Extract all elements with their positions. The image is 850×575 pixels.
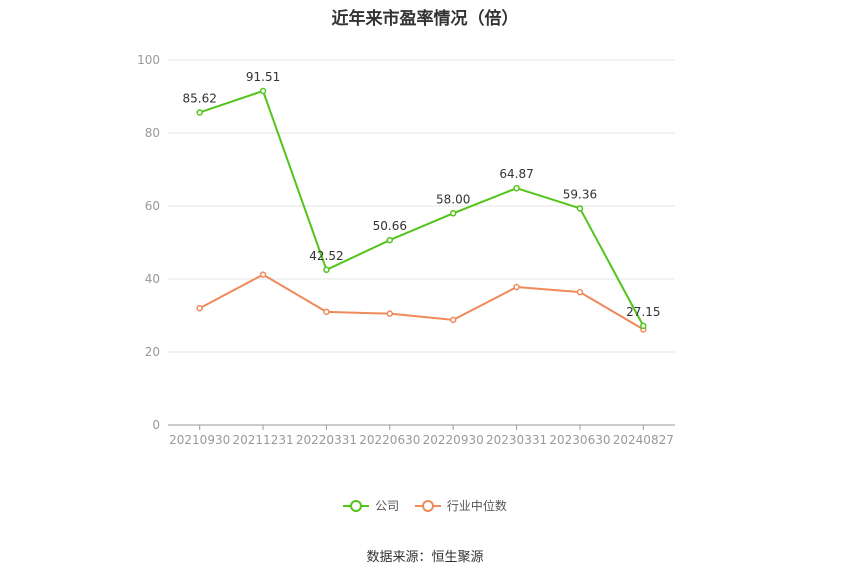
y-tick-label: 20 xyxy=(145,345,160,359)
data-point-industry-median xyxy=(449,316,457,324)
y-tick-label: 40 xyxy=(145,272,160,286)
data-point-industry-median xyxy=(386,310,394,317)
data-label-company: 85.62 xyxy=(183,91,217,105)
data-point-industry-median xyxy=(513,283,520,291)
legend-item-company[interactable]: 公司 xyxy=(343,497,399,514)
y-tick-label: 0 xyxy=(152,418,160,432)
data-point-company xyxy=(513,184,520,192)
series-line-company xyxy=(199,89,645,327)
data-point-industry-median xyxy=(259,271,267,278)
x-tick-label: 20220630 xyxy=(359,433,420,447)
data-point-industry-median xyxy=(576,288,584,296)
data-point-company xyxy=(259,87,267,95)
data-label-company: 42.52 xyxy=(309,249,343,263)
data-point-company xyxy=(449,210,457,217)
x-tick-label: 20220930 xyxy=(423,433,484,447)
x-tick-label: 20240827 xyxy=(613,433,674,447)
data-source: 数据来源：恒生聚源 xyxy=(366,550,484,565)
data-label-company: 58.00 xyxy=(436,192,470,206)
legend-company-line-icon xyxy=(343,499,370,513)
legend-label-company: 公司 xyxy=(375,499,400,513)
data-label-company: 64.87 xyxy=(499,167,533,181)
x-tick-label: 20230331 xyxy=(486,433,547,447)
legend-label-industry-median: 行业中位数 xyxy=(446,499,507,513)
gridlines xyxy=(168,59,675,353)
data-point-industry-median xyxy=(196,304,203,312)
y-tick-label: 60 xyxy=(145,199,160,213)
series xyxy=(196,87,647,333)
data-label-company: 59.36 xyxy=(563,187,597,201)
data-point-industry-median xyxy=(323,308,330,316)
data-label-company: 27.15 xyxy=(626,305,660,319)
series-line-industry-median xyxy=(199,273,644,331)
x-tick-label: 20220331 xyxy=(296,433,357,447)
legend: 公司 行业中位数 xyxy=(0,497,850,516)
chart-title: 近年来市盈率情况（倍） xyxy=(331,9,519,29)
data-label-company: 91.51 xyxy=(246,70,280,84)
legend-industry-line-icon xyxy=(414,499,441,513)
y-tick-label: 80 xyxy=(145,126,160,140)
data-point-company xyxy=(386,236,394,244)
data-point-company xyxy=(323,266,330,274)
data-labels: 85.62 91.51 42.52 50.66 58.00 64.87 59.36 27.15 xyxy=(183,70,661,319)
data-point-company xyxy=(196,109,203,116)
y-tick-label: 100 xyxy=(137,53,160,67)
legend-item-industry-median[interactable]: 行业中位数 xyxy=(414,497,507,514)
data-label-company: 50.66 xyxy=(373,219,407,233)
x-tick-label: 20210930 xyxy=(169,433,230,447)
data-point-company xyxy=(576,205,584,212)
x-tick-label: 20230630 xyxy=(549,433,610,447)
data-point-company xyxy=(640,322,647,330)
x-tick-label: 20211231 xyxy=(233,433,294,447)
